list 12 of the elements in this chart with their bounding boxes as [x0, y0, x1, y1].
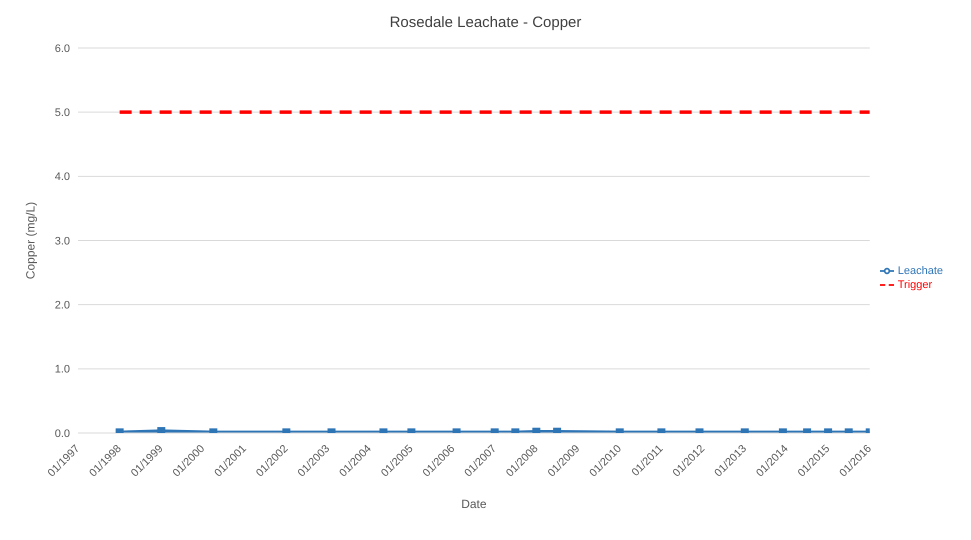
y-tick-label: 1.0: [54, 364, 70, 376]
y-axis-title: Copper (mg/L): [23, 202, 38, 280]
y-tick-label: 0.0: [54, 428, 70, 440]
legend-label: Trigger: [898, 278, 932, 291]
chart-title: Rosedale Leachate - Copper: [388, 13, 582, 33]
y-tick-label: 3.0: [54, 235, 70, 248]
y-tick-label: 6.0: [54, 42, 70, 55]
legend-label: Leachate: [898, 264, 943, 277]
y-tick-label: 5.0: [54, 107, 70, 120]
y-tick-label: 2.0: [54, 300, 70, 312]
y-tick-label: 4.0: [54, 171, 70, 184]
x-axis-title: Date: [461, 497, 487, 511]
